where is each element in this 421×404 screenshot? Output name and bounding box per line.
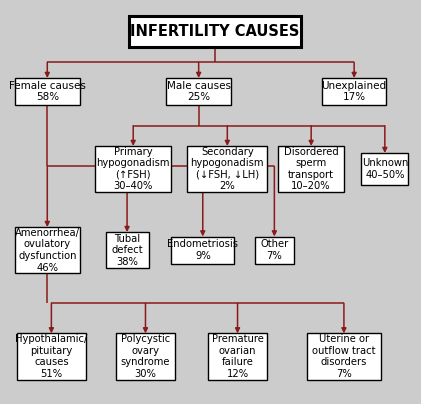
FancyBboxPatch shape [278,146,344,192]
FancyBboxPatch shape [15,78,80,105]
Text: Primary
hypogonadism
(↑FSH)
30–40%: Primary hypogonadism (↑FSH) 30–40% [96,147,170,191]
FancyBboxPatch shape [255,236,294,264]
FancyBboxPatch shape [187,146,267,192]
Text: Female causes
58%: Female causes 58% [9,81,86,103]
FancyBboxPatch shape [166,78,232,105]
FancyBboxPatch shape [16,333,86,379]
Text: Unknown
40–50%: Unknown 40–50% [362,158,408,180]
Text: Amenorrhea/
ovulatory
dysfunction
46%: Amenorrhea/ ovulatory dysfunction 46% [15,228,80,273]
Text: Endometriosis
9%: Endometriosis 9% [167,239,238,261]
Text: Uterine or
outflow tract
disorders
7%: Uterine or outflow tract disorders 7% [312,334,376,379]
Text: Secondary
hypogonadism
(↓FSH, ↓LH)
2%: Secondary hypogonadism (↓FSH, ↓LH) 2% [191,147,264,191]
Text: Tubal
defect
38%: Tubal defect 38% [111,234,143,267]
Text: Other
7%: Other 7% [260,239,288,261]
FancyBboxPatch shape [208,333,267,379]
FancyBboxPatch shape [322,78,386,105]
FancyBboxPatch shape [116,333,175,379]
FancyBboxPatch shape [171,236,234,264]
Text: Disordered
sperm
transport
10–20%: Disordered sperm transport 10–20% [284,147,338,191]
FancyBboxPatch shape [361,153,408,185]
Text: Polycystic
ovary
syndrome
30%: Polycystic ovary syndrome 30% [121,334,170,379]
Text: Premature
ovarian
failure
12%: Premature ovarian failure 12% [212,334,264,379]
Text: Male causes
25%: Male causes 25% [167,81,231,103]
Text: Unexplained
17%: Unexplained 17% [322,81,387,103]
FancyBboxPatch shape [96,146,171,192]
FancyBboxPatch shape [15,227,80,273]
Text: Hypothalamic/
pituitary
causes
51%: Hypothalamic/ pituitary causes 51% [15,334,88,379]
FancyBboxPatch shape [106,232,149,268]
FancyBboxPatch shape [129,17,301,46]
FancyBboxPatch shape [307,333,381,379]
Text: INFERTILITY CAUSES: INFERTILITY CAUSES [131,24,300,39]
